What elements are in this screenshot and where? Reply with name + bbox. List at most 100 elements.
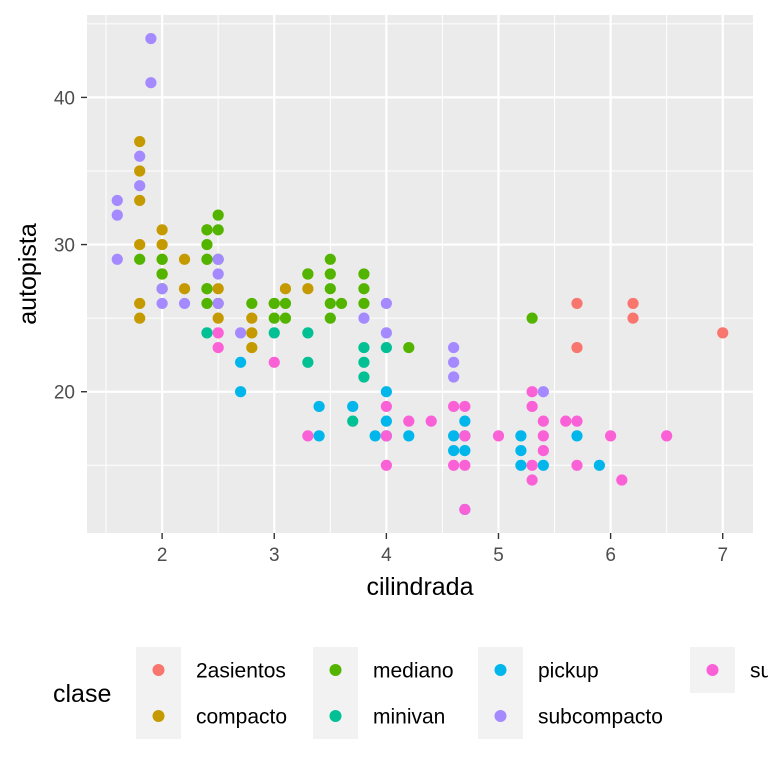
y-tick-label: 40 [54,88,75,109]
point-suv [268,356,280,368]
point-mediano [324,312,336,324]
point-suv [380,430,392,442]
point-compacto [212,312,224,324]
point-pickup [459,415,471,427]
point-compacto [156,224,168,236]
point-subcompacto [448,371,460,383]
point-suv [459,459,471,471]
point-subcompacto [448,341,460,354]
point-suv [492,430,505,442]
point-minivan [358,356,370,368]
point-suv [571,459,583,471]
point-compacto [212,283,224,295]
point-subcompacto [235,327,247,339]
point-pickup [448,444,460,457]
point-suv [459,503,471,516]
legend-symbol-compacto [152,710,165,722]
point-mediano [324,297,336,310]
point-mediano [156,268,168,280]
point-minivan [358,341,370,354]
point-mediano [134,253,146,265]
point-suv [425,415,437,427]
point-compacto [134,312,146,324]
point-compacto [134,238,146,251]
legend-label-2asientos: 2asientos [196,660,286,683]
legend-label-suv: suv [750,660,768,683]
point-mediano [268,297,280,310]
point-pickup [403,430,415,442]
point-minivan [347,415,359,427]
point-suv [459,430,471,442]
point-compacto [178,283,191,295]
point-suv [403,415,415,427]
point-suv [526,400,538,413]
point-subcompacto [145,32,157,45]
point-subcompacto [212,253,224,265]
point-mediano [526,312,538,324]
legend-symbol-suv [706,664,719,676]
y-tick-label: 30 [54,236,75,257]
point-pickup [347,400,359,413]
point-compacto [246,312,258,324]
point-mediano [302,268,314,280]
point-subcompacto [156,297,168,310]
point-pickup [313,400,325,413]
point-suv [380,400,392,413]
legend-symbol-pickup [494,664,507,676]
point-compacto [246,341,258,354]
y-axis-title: autopista [14,223,42,325]
point-compacto [279,283,292,295]
point-2asientos [571,297,583,310]
point-compacto [134,297,146,310]
point-mediano [403,341,415,354]
point-mediano [324,283,336,295]
point-pickup [313,430,325,442]
point-pickup [448,430,460,442]
point-mediano [201,224,213,236]
point-suv [448,400,460,413]
legend-label-compacto: compacto [196,706,287,729]
point-pickup [515,444,527,457]
point-mediano [324,268,336,280]
legend-symbol-subcompacto [494,710,507,722]
plot-panel [87,15,753,533]
point-suv [526,386,538,398]
point-2asientos [717,327,729,339]
point-minivan [268,327,280,339]
point-suv [560,415,572,427]
point-minivan [302,327,314,339]
point-mediano [268,312,280,324]
point-mediano [201,283,213,295]
point-subcompacto [111,209,123,221]
point-pickup [235,356,247,368]
legend-label-minivan: minivan [373,706,445,729]
x-tick-label: 2 [157,545,168,566]
point-subcompacto [380,297,392,310]
point-mediano [358,283,370,295]
point-suv [616,474,628,486]
x-axis: 2 3 4 5 6 7 [157,533,728,566]
legend-title: clase [53,680,111,708]
point-2asientos [627,312,639,324]
point-mediano [246,297,258,310]
x-tick-label: 3 [269,545,280,566]
point-subcompacto [111,194,123,207]
point-subcompacto [145,77,157,89]
point-compacto [302,283,314,295]
point-pickup [571,430,583,442]
point-pickup [369,430,381,442]
point-mediano [201,238,213,251]
legend-symbol-2asientos [152,664,165,676]
point-subcompacto [212,297,224,310]
point-subcompacto [212,268,224,280]
point-suv [605,430,617,442]
point-subcompacto [358,312,370,324]
point-suv [302,430,314,442]
point-suv [526,474,538,486]
point-pickup [380,386,392,398]
point-subcompacto [380,327,392,339]
point-subcompacto [178,297,191,310]
point-compacto [156,238,168,251]
point-suv [537,415,549,427]
point-subcompacto [156,283,168,295]
